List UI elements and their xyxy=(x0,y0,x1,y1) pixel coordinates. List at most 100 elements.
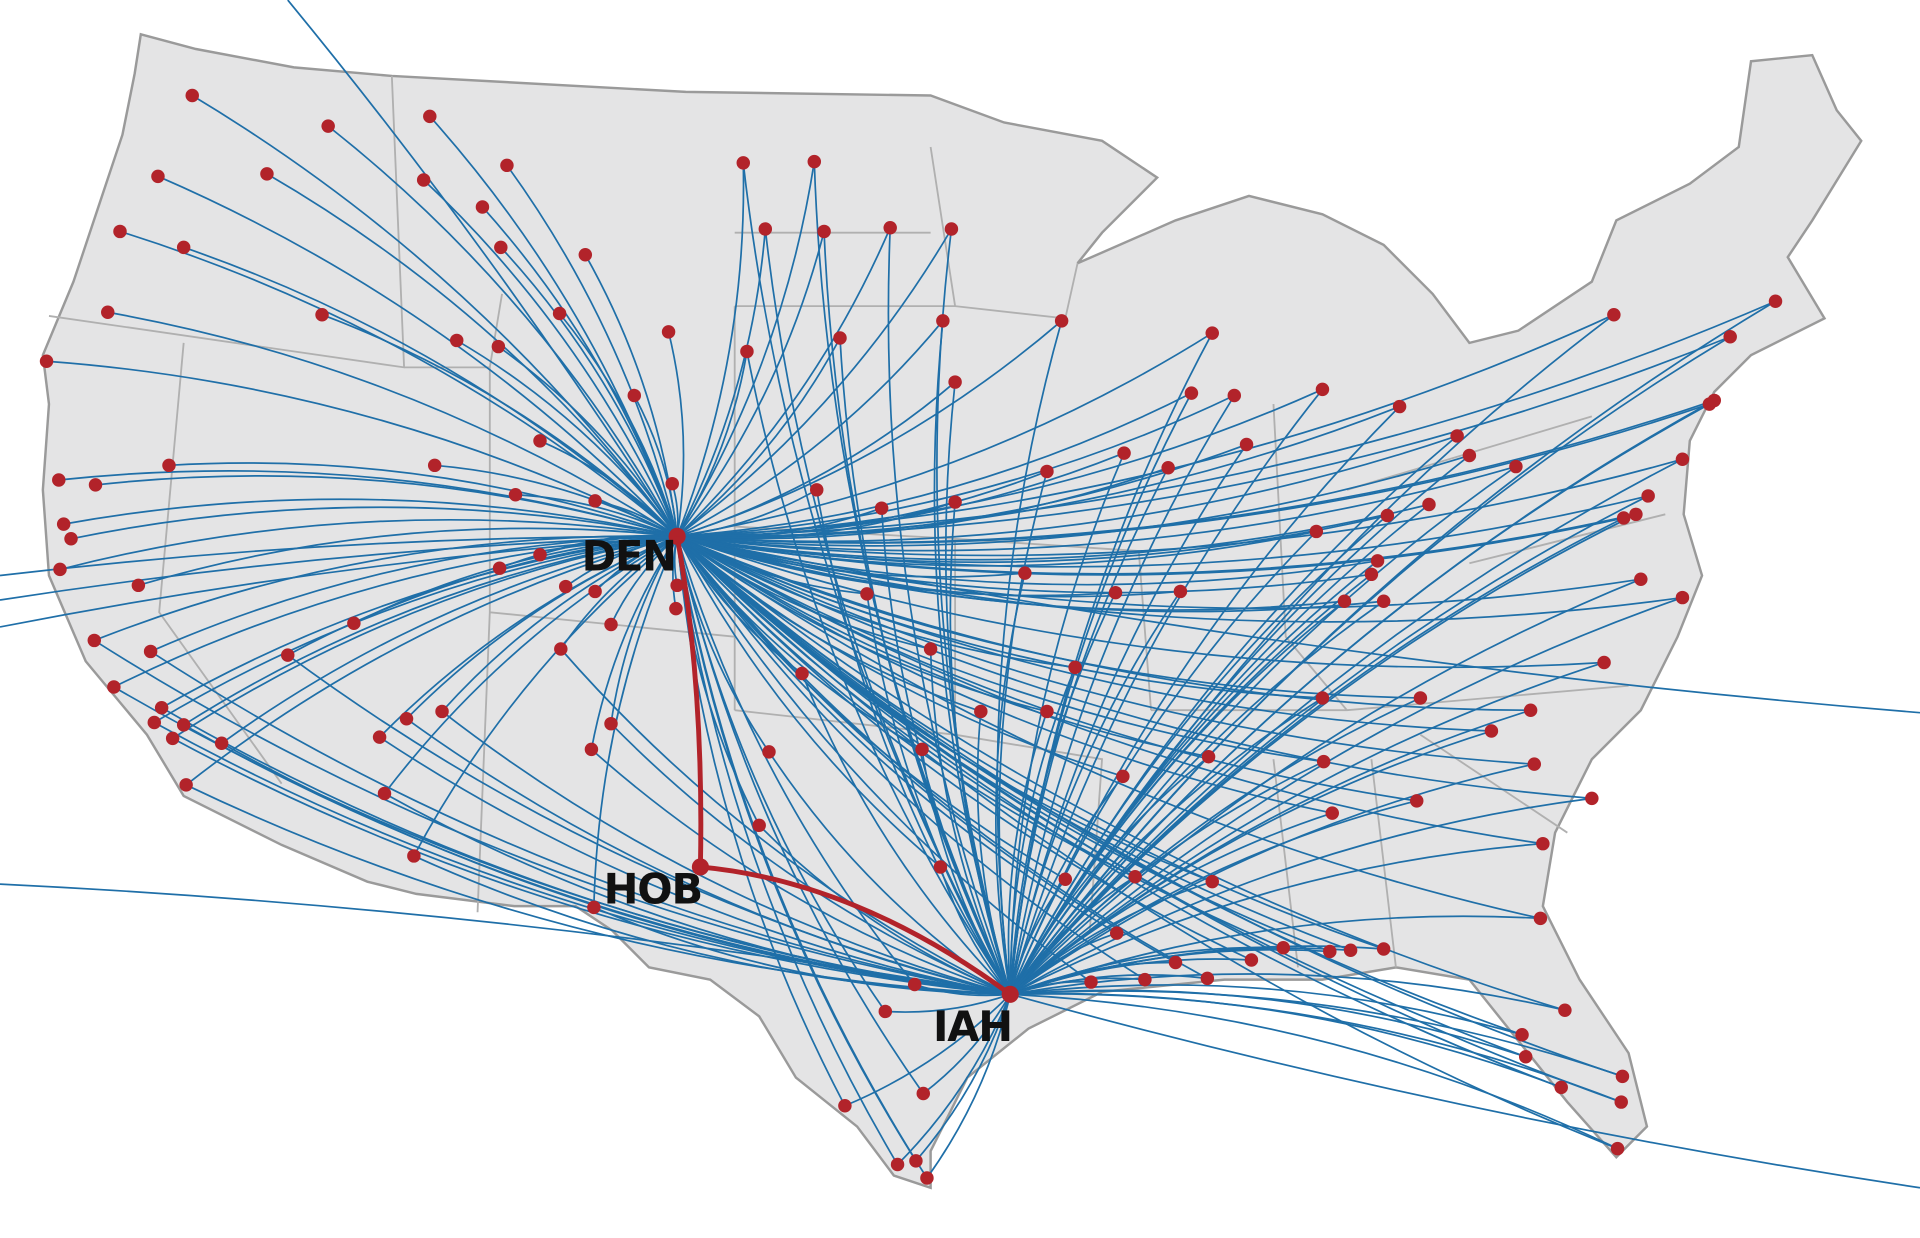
route xyxy=(423,179,678,537)
route xyxy=(1010,993,1622,1103)
route xyxy=(922,993,1011,1095)
city-dot xyxy=(1058,872,1073,886)
city-dot xyxy=(1533,911,1548,926)
city-dot xyxy=(588,494,602,508)
route xyxy=(221,742,1011,996)
city-dot xyxy=(1040,464,1054,479)
route xyxy=(676,161,816,537)
city-dot xyxy=(907,977,922,992)
route xyxy=(610,535,678,724)
route xyxy=(168,462,678,538)
route xyxy=(676,535,1076,669)
city-dot xyxy=(56,517,71,531)
route xyxy=(153,535,678,724)
city-dot xyxy=(1392,399,1407,414)
route xyxy=(677,503,1430,561)
city-dot xyxy=(736,156,750,170)
route xyxy=(914,983,1011,997)
city-dot xyxy=(948,375,962,389)
city-dot xyxy=(604,716,618,731)
city-dot xyxy=(878,1004,893,1019)
routes xyxy=(0,0,1920,1189)
route xyxy=(185,784,1011,996)
route xyxy=(844,993,1011,1107)
route xyxy=(0,535,678,601)
route xyxy=(1009,661,1605,995)
route xyxy=(183,535,678,726)
route xyxy=(221,535,678,744)
route xyxy=(138,527,678,587)
city-dot xyxy=(1610,1141,1625,1156)
city-dot xyxy=(179,778,193,792)
route xyxy=(1009,590,1182,995)
city-dot xyxy=(450,333,464,348)
city-dot xyxy=(64,532,78,546)
city-dot xyxy=(883,221,897,235)
route xyxy=(998,471,1048,995)
route xyxy=(676,535,1641,610)
city-dot xyxy=(1200,971,1215,986)
route xyxy=(383,535,678,795)
route xyxy=(677,489,818,538)
route xyxy=(633,395,678,537)
city-dot xyxy=(1054,314,1069,328)
route xyxy=(676,228,953,538)
route xyxy=(676,536,846,1107)
route xyxy=(434,464,678,538)
route xyxy=(939,866,1011,995)
city-dot xyxy=(107,680,121,694)
city-dot xyxy=(1707,393,1722,408)
city-dot xyxy=(762,745,776,759)
city-dot xyxy=(1380,508,1395,523)
route xyxy=(676,228,767,537)
city-dot xyxy=(1554,1080,1568,1095)
city-dot xyxy=(1337,594,1352,608)
city-dot xyxy=(1376,942,1391,956)
city-dot xyxy=(1309,524,1324,539)
route xyxy=(676,535,1492,732)
city-dot xyxy=(587,900,601,915)
route xyxy=(677,405,1400,538)
city-dot xyxy=(554,642,568,656)
route xyxy=(1009,530,1317,995)
city-dot xyxy=(533,434,547,448)
city-dot xyxy=(1128,870,1142,884)
city-dot xyxy=(860,587,874,601)
route xyxy=(441,535,678,713)
route xyxy=(70,506,678,540)
cities xyxy=(39,88,1783,1185)
route xyxy=(185,535,678,786)
city-dot xyxy=(1607,307,1621,322)
route xyxy=(1009,842,1543,996)
city-dot xyxy=(53,562,67,577)
city-dot xyxy=(88,478,103,492)
city-dot xyxy=(435,704,449,719)
city-dot xyxy=(1614,1095,1628,1109)
route xyxy=(161,535,678,709)
city-dot xyxy=(113,224,127,239)
route xyxy=(677,465,1517,552)
city-dot xyxy=(1018,566,1032,580)
route xyxy=(413,855,1011,996)
city-dot xyxy=(584,742,599,757)
city-dot xyxy=(407,849,421,863)
city-dot xyxy=(933,860,948,874)
city-dot xyxy=(838,1099,852,1113)
city-dot xyxy=(1641,489,1655,503)
route xyxy=(677,466,1169,540)
city-dot xyxy=(627,388,642,403)
city-dot xyxy=(1370,554,1385,568)
route xyxy=(929,648,1011,995)
city-dot xyxy=(147,715,162,730)
city-dot xyxy=(1518,1050,1533,1064)
city-dot xyxy=(1536,836,1550,851)
city-dot xyxy=(1227,388,1242,403)
route xyxy=(1009,395,1236,995)
route xyxy=(590,748,1011,996)
route xyxy=(815,489,1011,995)
route xyxy=(676,535,1592,800)
hob-route xyxy=(674,535,1012,997)
city-dot xyxy=(1040,704,1054,719)
route xyxy=(676,535,1176,964)
city-dot xyxy=(1675,452,1690,466)
